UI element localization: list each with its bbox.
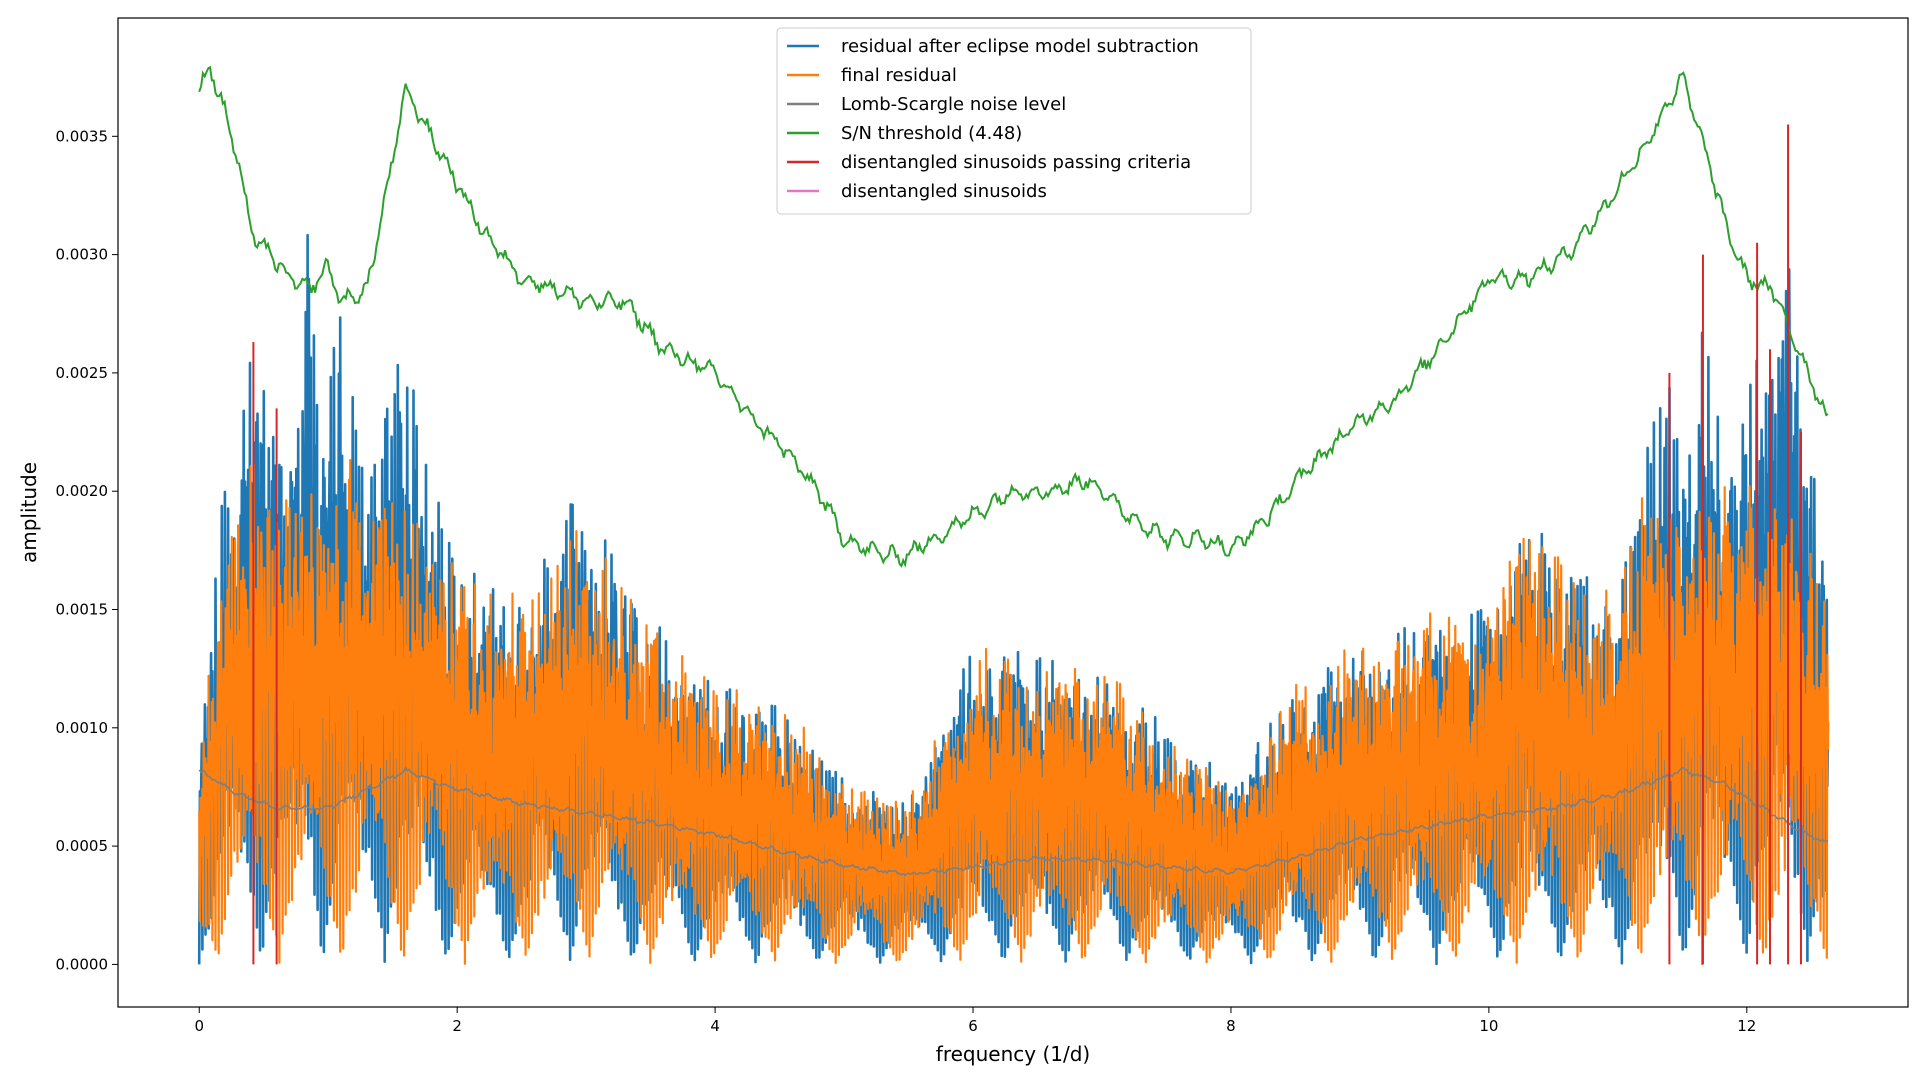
series-lomb-scargle-noise-level bbox=[198, 766, 1829, 877]
series-s-n-threshold-4-48 bbox=[198, 65, 1829, 568]
y-tick-label: 0.0010 bbox=[56, 719, 109, 737]
y-tick-label: 0.0015 bbox=[56, 601, 109, 619]
y-axis-label: amplitude bbox=[17, 462, 41, 563]
x-axis-ticks: 0 2 4 6 8 10 12 bbox=[194, 1007, 1756, 1035]
x-tick-label: 2 bbox=[452, 1017, 462, 1035]
legend-entry: disentangled sinusoids bbox=[841, 181, 1047, 202]
y-tick-label: 0.0035 bbox=[56, 127, 109, 145]
plot-frame bbox=[117, 17, 1909, 1008]
y-tick-label: 0.0020 bbox=[56, 482, 109, 500]
x-axis-label: frequency (1/d) bbox=[936, 1042, 1090, 1066]
legend-entry: residual after eclipse model subtraction bbox=[841, 36, 1199, 57]
y-tick-label: 0.0005 bbox=[56, 837, 109, 855]
x-tick-label: 0 bbox=[194, 1017, 204, 1035]
x-tick-label: 12 bbox=[1737, 1017, 1756, 1035]
x-tick-label: 6 bbox=[968, 1017, 978, 1035]
x-tick-label: 4 bbox=[710, 1017, 720, 1035]
y-tick-label: 0.0030 bbox=[56, 246, 109, 264]
y-tick-label: 0.0025 bbox=[56, 364, 109, 382]
legend-entry: final residual bbox=[841, 65, 957, 86]
legend-entry: disentangled sinusoids passing criteria bbox=[841, 152, 1191, 173]
y-axis-ticks: 0.0000 0.0005 0.0010 0.0015 0.0020 0.0025 0.00… bbox=[56, 127, 118, 973]
y-tick-label: 0.0000 bbox=[56, 955, 109, 973]
legend: residual after eclipse model subtraction… bbox=[776, 27, 1252, 215]
series-layer bbox=[197, 65, 1830, 966]
legend-entry: S/N threshold (4.48) bbox=[841, 123, 1022, 144]
legend-box bbox=[776, 27, 1252, 215]
legend-entry: Lomb-Scargle noise level bbox=[841, 94, 1066, 115]
x-tick-label: 10 bbox=[1479, 1017, 1498, 1035]
x-tick-label: 8 bbox=[1226, 1017, 1236, 1035]
